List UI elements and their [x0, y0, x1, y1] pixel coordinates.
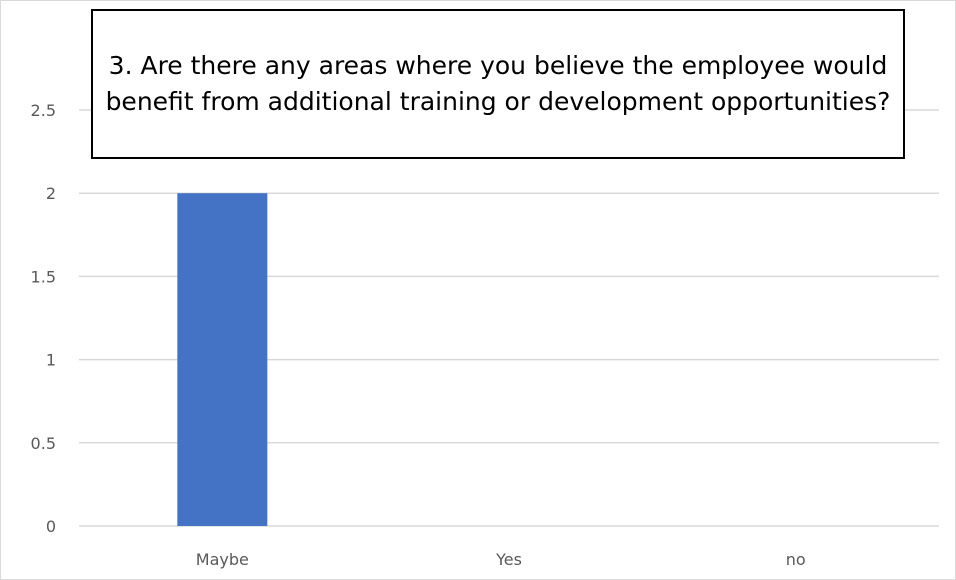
- bar-maybe: [177, 193, 268, 526]
- x-tick-label-maybe: Maybe: [196, 550, 249, 569]
- chart-title: 3. Are there any areas where you believe…: [105, 51, 891, 116]
- x-tick-label-yes: Yes: [495, 550, 522, 569]
- y-tick-label: 1: [46, 351, 56, 370]
- y-tick-label: 2: [46, 184, 56, 203]
- x-tick-label-no: no: [786, 550, 806, 569]
- y-tick-label: 2.5: [31, 101, 56, 120]
- y-tick-label: 1.5: [31, 267, 56, 286]
- chart-title-box: 3. Are there any areas where you believe…: [91, 9, 905, 159]
- y-axis-ticks: 0 0.5 1 1.5 2 2.5: [31, 101, 56, 536]
- x-axis-ticks: Maybe Yes no: [196, 550, 806, 569]
- y-tick-label: 0.5: [31, 434, 56, 453]
- bars: [177, 193, 268, 526]
- y-tick-label: 0: [46, 517, 56, 536]
